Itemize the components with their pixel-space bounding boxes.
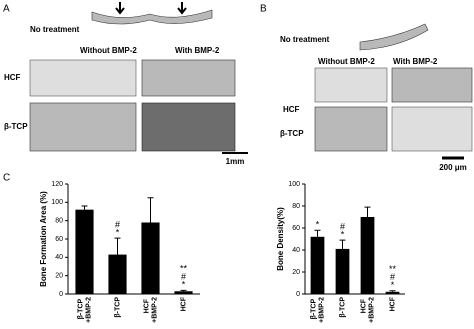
y-axis-label: Bone Formation Area (%) [39,191,48,287]
y-tick-label: 40 [55,254,63,261]
bar [75,209,94,294]
significance-mark: ** [389,264,397,274]
significance-mark: # [340,221,345,231]
x-tick-label: β-TCP +BMP-2 [77,297,92,323]
error-bar [389,290,396,292]
y-tick-label: 0 [59,291,63,298]
bar [310,236,325,294]
y-tick-label: 80 [55,218,63,225]
x-tick-label: HCF [180,296,187,311]
y-tick-label: 120 [51,181,63,188]
error-bar [114,237,121,255]
arrow [115,2,187,15]
column-label: With BMP-2 [175,46,220,55]
row-label: β-TCP [280,129,304,138]
row-label: No treatment [280,35,330,44]
x-tick-label: β-TCP [114,297,121,318]
error-bar [180,289,187,292]
y-tick-label: 60 [55,236,63,243]
bar [174,291,193,294]
error-bar [81,205,88,210]
image [391,67,473,103]
significance-mark: * [316,220,320,230]
significance-mark: * [182,280,186,290]
significance-mark: # [181,272,186,282]
x-tick-label: β-TCP +BMP-2 [310,297,325,323]
y-axis-label: Bone Density(%) [276,207,285,271]
y-tick-label: 20 [55,273,63,280]
image [141,59,236,97]
y-tick-label: 100 [288,181,300,188]
significance-mark: * [391,280,395,290]
image [141,102,236,152]
x-tick-label: β-TCP [339,297,346,318]
row-label: β-TCP [4,122,28,131]
significance-mark: # [390,272,395,282]
bar [108,254,127,294]
x-tick-label: HCF [389,296,396,311]
significance-mark: ** [180,264,188,274]
x-tick-label: HCF +BMP-2 [360,297,375,323]
row-label: No treatment [30,25,80,34]
y-tick-label: 80 [292,203,300,210]
image [29,59,137,97]
column-label: With BMP-2 [393,57,438,66]
bar [335,248,350,294]
image [314,67,388,103]
significance-mark: * [341,229,345,239]
image [29,102,137,152]
x-tick-label: HCF +BMP-2 [143,297,158,323]
row-label: HCF [283,105,300,114]
error-bar [147,197,154,223]
error-bar [314,229,321,237]
panel-label: C [3,173,10,184]
bar [385,291,400,294]
image [359,23,429,51]
bar [141,222,160,294]
panel-label: B [260,4,267,15]
scale-label: 200 μm [439,163,467,172]
scale-label: 1mm [226,157,245,166]
column-label: Without BMP-2 [318,57,375,66]
panel-label: A [3,4,10,15]
y-tick-label: 40 [292,247,300,254]
y-tick-label: 100 [51,199,63,206]
image [314,106,388,152]
error-bar [339,239,346,249]
column-label: Without BMP-2 [80,46,137,55]
significance-mark: * [116,227,120,237]
bar [360,217,375,294]
significance-mark: # [115,219,120,229]
image [391,106,473,152]
row-label: HCF [4,73,21,82]
y-tick-label: 0 [296,291,300,298]
error-bar [364,206,371,217]
image [91,9,213,25]
y-tick-label: 60 [292,225,300,232]
y-tick-label: 20 [292,269,300,276]
